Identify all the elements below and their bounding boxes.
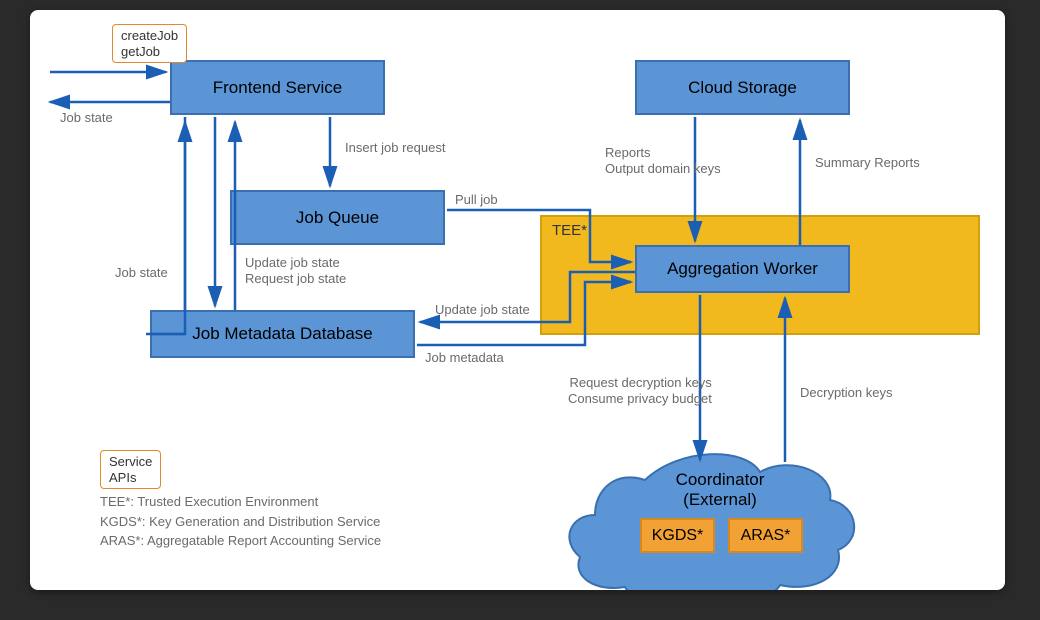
edge-line: Output domain keys (605, 161, 721, 177)
edge-label: Job metadata (425, 350, 504, 366)
edge-line: Request decryption keys (568, 375, 712, 391)
edge-line: Update job state (245, 255, 346, 271)
edge-label: Update job state (435, 302, 530, 318)
edge-line: Request job state (245, 271, 346, 287)
node-cloud-storage: Cloud Storage (635, 60, 850, 115)
node-label: Frontend Service (213, 78, 342, 98)
diagram-card: TEE* Aggregation Worker Frontend Service… (30, 10, 1005, 590)
edge-label: Update job state Request job state (245, 255, 346, 288)
node-frontend-service: Frontend Service (170, 60, 385, 115)
node-label: Job Queue (296, 208, 379, 228)
edge-label: Job state (60, 110, 113, 126)
api-box-top: createJob getJob (112, 24, 187, 63)
api-line: APIs (109, 470, 152, 486)
api-line: getJob (121, 44, 178, 60)
node-label: Job Metadata Database (192, 324, 373, 344)
api-line: createJob (121, 28, 178, 44)
edge-label: Request decryption keys Consume privacy … (568, 375, 712, 408)
tee-label: TEE* (552, 222, 587, 239)
edge-label: Job state (115, 265, 168, 281)
legend-text: TEE*: Trusted Execution Environment KGDS… (100, 492, 381, 551)
node-label: Cloud Storage (688, 78, 797, 98)
node-label: ARAS* (741, 527, 791, 545)
legend-line: TEE*: Trusted Execution Environment (100, 492, 381, 512)
node-coordinator: Coordinator (External) (630, 470, 810, 510)
edge-line: Consume privacy budget (568, 391, 712, 407)
coordinator-line2: (External) (630, 490, 810, 510)
canvas: TEE* Aggregation Worker Frontend Service… (0, 0, 1040, 620)
edge-label: Summary Reports (815, 155, 920, 171)
node-aras: ARAS* (728, 518, 803, 553)
node-kgds: KGDS* (640, 518, 715, 553)
node-label: KGDS* (652, 527, 704, 545)
node-job-metadata-db: Job Metadata Database (150, 310, 415, 358)
edge-label: Pull job (455, 192, 498, 208)
node-job-queue: Job Queue (230, 190, 445, 245)
api-box-legend: Service APIs (100, 450, 161, 489)
legend-line: ARAS*: Aggregatable Report Accounting Se… (100, 531, 381, 551)
edge-label: Reports Output domain keys (605, 145, 721, 178)
node-aggregation-worker: Aggregation Worker (635, 245, 850, 293)
node-label: Aggregation Worker (667, 259, 818, 279)
legend-line: KGDS*: Key Generation and Distribution S… (100, 512, 381, 532)
coordinator-line1: Coordinator (630, 470, 810, 490)
edge-label: Insert job request (345, 140, 445, 156)
edge-line: Reports (605, 145, 721, 161)
edge-label: Decryption keys (800, 385, 892, 401)
api-line: Service (109, 454, 152, 470)
